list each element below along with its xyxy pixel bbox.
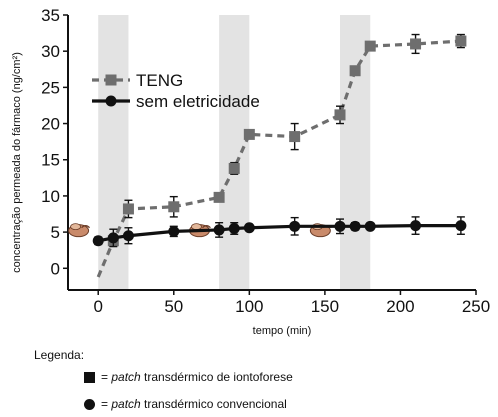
legend-marker-sem-eletricidade	[105, 95, 117, 107]
circle-symbol-icon	[84, 399, 95, 411]
caption-suffix: transdérmico convencional	[140, 397, 287, 411]
data-point	[455, 220, 467, 232]
data-point	[410, 220, 422, 232]
caption-item-square: = patch transdérmico de iontoforese	[84, 370, 293, 384]
caption-title: Legenda:	[34, 348, 85, 362]
x-tick-label: 100	[235, 297, 263, 316]
x-tick-label: 200	[386, 297, 414, 316]
hand-patch-icon	[68, 223, 91, 238]
shaded-interval	[340, 15, 371, 290]
data-point	[349, 220, 361, 232]
shaded-intervals	[98, 15, 371, 290]
axes: 0 50 100 150 200 250 0 5 10 15 20 25 30 35	[41, 6, 490, 316]
data-point	[364, 40, 376, 52]
data-point	[213, 224, 225, 236]
caption-item-circle: = patch transdérmico convencional	[84, 397, 287, 411]
y-tick-label: 20	[41, 115, 60, 134]
data-point	[122, 230, 134, 242]
data-point	[243, 222, 255, 234]
data-point	[334, 109, 346, 121]
y-axis-label: concentração permeada do fármaco (ng/cm²…	[11, 52, 23, 273]
iontophoresis-marks	[68, 223, 332, 238]
shaded-interval	[98, 15, 129, 290]
chart: 0 50 100 150 200 250 0 5 10 15 20 25 30 35 TENG sem el…	[11, 6, 490, 337]
data-point	[168, 201, 180, 213]
series-line	[97, 223, 461, 243]
legend-label-teng: TENG	[136, 71, 183, 90]
data-point	[228, 162, 240, 174]
data-point	[92, 235, 104, 247]
series-layer	[92, 33, 467, 278]
data-point	[107, 232, 119, 244]
data-point	[289, 220, 301, 232]
y-tick-label: 25	[41, 78, 60, 97]
y-tick-label: 10	[41, 187, 60, 206]
caption-italic: patch	[111, 370, 141, 384]
caption-prefix: =	[101, 397, 112, 411]
x-tick-label: 150	[311, 297, 339, 316]
y-tick-label: 5	[51, 223, 60, 242]
caption-prefix: =	[101, 370, 112, 384]
y-tick-label: 0	[51, 259, 60, 278]
y-tick-label: 35	[41, 6, 60, 25]
x-tick-label: 0	[93, 297, 102, 316]
data-point	[228, 222, 240, 234]
data-point	[213, 191, 225, 203]
data-point	[349, 65, 361, 77]
data-point	[122, 203, 134, 215]
caption-italic: patch	[111, 397, 141, 411]
data-point	[334, 220, 346, 232]
series-sem-eletricidade	[92, 216, 467, 248]
x-axis-label: tempo (min)	[253, 325, 312, 337]
data-point	[289, 131, 301, 143]
data-point	[243, 128, 255, 140]
y-tick-label: 30	[41, 42, 60, 61]
data-point	[364, 220, 376, 232]
data-point	[410, 38, 422, 50]
y-tick-label: 15	[41, 151, 60, 170]
data-point	[168, 225, 180, 237]
legend-label-sem-eletricidade: sem eletricidade	[136, 92, 260, 111]
x-tick-label: 50	[164, 297, 183, 316]
legend-marker-teng	[105, 74, 117, 86]
data-point	[455, 35, 467, 47]
x-tick-label: 250	[462, 297, 490, 316]
legend: TENG sem eletricidade	[92, 71, 260, 111]
square-symbol-icon	[84, 372, 95, 384]
caption-suffix: transdérmico de iontoforese	[140, 370, 293, 384]
shaded-interval	[219, 15, 250, 290]
